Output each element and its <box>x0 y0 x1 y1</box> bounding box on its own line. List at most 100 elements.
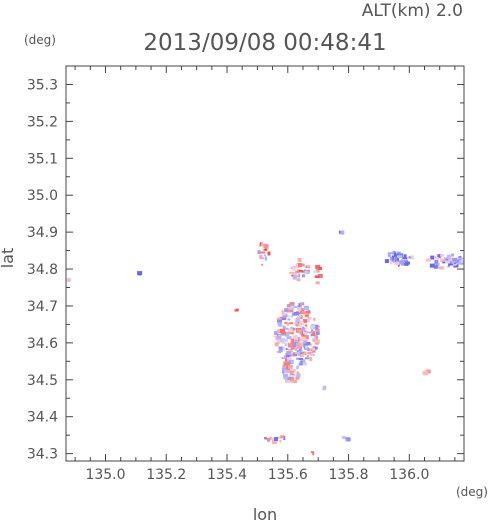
echo-pixel <box>305 324 307 327</box>
echo-pixel <box>302 274 305 278</box>
x-tick-label: 135.4 <box>207 467 247 483</box>
echo-pixel <box>282 311 285 314</box>
plot-marks <box>66 230 465 456</box>
echo-pixel <box>299 331 302 335</box>
echo-pixel <box>280 328 285 333</box>
echo-pixel <box>287 343 291 348</box>
echo-pixel <box>311 451 314 453</box>
echo-pixel <box>345 437 351 442</box>
echo-pixel <box>295 357 299 360</box>
echo-pixel <box>315 328 321 332</box>
echo-pixel <box>272 437 275 440</box>
echo-pixel <box>309 357 313 361</box>
echo-pixel <box>285 318 288 321</box>
echo-pixel <box>275 337 281 341</box>
echo-pixel <box>453 264 459 268</box>
echo-pixel <box>308 349 312 351</box>
y-tick-label: 34.9 <box>27 225 58 241</box>
echo-pixel <box>296 337 301 339</box>
y-tick-label: 35.3 <box>27 77 58 93</box>
echo-pixel <box>451 253 455 257</box>
echo-pixel <box>296 322 300 327</box>
y-tick-label: 34.8 <box>27 262 58 278</box>
echo-pixel <box>302 263 305 267</box>
echo-pixel <box>281 318 286 321</box>
echo-pixel <box>287 332 291 334</box>
echo-pixel <box>283 370 289 373</box>
echo-pixel <box>451 260 454 264</box>
echo-pixel <box>282 346 285 351</box>
echo-pixel <box>278 334 281 337</box>
y-tick-label: 35.2 <box>27 114 58 130</box>
echo-pixel <box>282 315 287 319</box>
x-tick-label: 135.2 <box>146 467 186 483</box>
echo-pixel <box>287 318 291 321</box>
echo-pixel <box>276 329 281 334</box>
echo-pixel <box>283 376 289 380</box>
echo-pixel <box>308 352 314 356</box>
echo-pixel <box>398 255 402 259</box>
echo-pixel <box>282 338 285 341</box>
echo-pixel <box>295 335 297 339</box>
echo-pixel <box>340 230 345 235</box>
echo-pixel <box>297 257 302 262</box>
echo-pixel <box>264 254 266 257</box>
echo-pixel <box>307 348 310 352</box>
echo-pixel <box>261 242 264 247</box>
echo-pixel <box>315 331 320 335</box>
echo-pixel <box>295 347 298 352</box>
echo-pixel <box>453 263 457 266</box>
echo-pixel <box>285 358 287 362</box>
echo-pixel <box>456 259 461 264</box>
x-axis-unit: (deg) <box>456 485 488 499</box>
echo-pixel <box>452 259 457 264</box>
echo-pixel <box>302 352 305 355</box>
echo-pixel <box>314 342 319 345</box>
echo-pixel <box>314 275 320 278</box>
echo-pixel <box>312 337 316 340</box>
echo-pixel <box>283 362 289 367</box>
echo-pixel <box>294 342 299 346</box>
echo-pixel <box>390 252 395 254</box>
echo-pixel <box>303 352 308 355</box>
echo-pixel <box>284 379 288 383</box>
echo-pixel <box>289 329 293 333</box>
echo-pixel <box>446 254 451 259</box>
echo-pixel <box>315 281 320 285</box>
echo-pixel <box>286 308 292 313</box>
echo-pixel <box>305 357 309 360</box>
echo-pixel <box>299 321 305 326</box>
echo-pixel <box>298 323 302 327</box>
echo-pixel <box>341 435 346 439</box>
echo-pixel <box>279 350 283 353</box>
echo-pixel <box>284 321 288 324</box>
echo-pixel <box>272 440 278 444</box>
echo-pixel <box>295 374 301 378</box>
echo-pixel <box>459 259 464 264</box>
echo-pixel <box>297 263 301 268</box>
echo-pixel <box>314 334 317 337</box>
echo-pixel <box>457 262 460 266</box>
echo-pixel <box>294 272 298 277</box>
echo-pixel <box>305 342 311 345</box>
echo-pixel <box>283 327 289 330</box>
echo-pixel <box>284 343 288 347</box>
echo-pixel <box>290 315 294 318</box>
echo-pixel <box>291 360 293 363</box>
echo-pixel <box>458 257 464 260</box>
echo-pixel <box>265 256 267 261</box>
y-tick-label: 34.7 <box>27 299 58 315</box>
echo-pixel <box>293 311 299 315</box>
y-tick-label: 34.3 <box>27 447 58 463</box>
echo-pixel <box>318 266 323 270</box>
echo-pixel <box>304 333 308 336</box>
echo-pixel <box>449 261 454 266</box>
echo-pixel <box>402 257 408 260</box>
echo-pixel <box>316 268 319 272</box>
echo-pixel <box>311 330 316 334</box>
echo-pixel <box>262 257 265 260</box>
echo-pixel <box>261 263 264 266</box>
echo-pixel <box>292 352 297 357</box>
echo-pixel <box>313 271 318 273</box>
echo-pixel <box>292 275 297 280</box>
